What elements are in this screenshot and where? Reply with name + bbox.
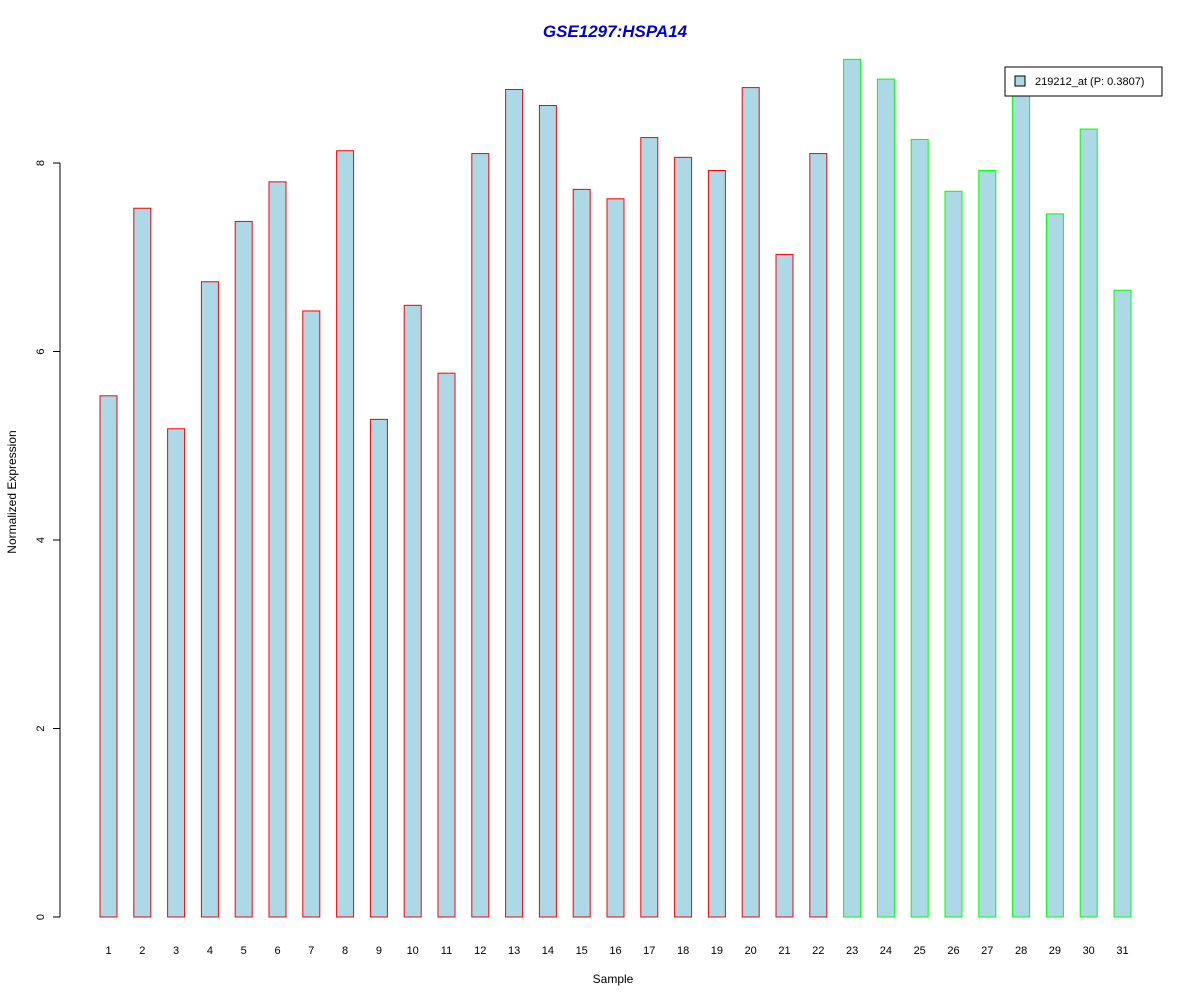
- legend-swatch: [1014, 75, 1026, 87]
- bar-sample-8: [336, 150, 355, 918]
- bar-sample-4: [200, 281, 219, 918]
- x-tick-label: 19: [711, 945, 723, 957]
- chart-title: GSE1297:HSPA14: [543, 22, 688, 41]
- x-tick-label: 24: [880, 945, 892, 957]
- legend: 219212_at (P: 0.3807): [1004, 66, 1163, 97]
- bars: [99, 58, 1132, 918]
- bar-sample-9: [369, 418, 388, 918]
- bar-sample-15: [572, 188, 591, 918]
- x-tick-label: 3: [173, 945, 179, 957]
- x-tick-label: 10: [407, 945, 419, 957]
- bar-sample-20: [741, 87, 760, 918]
- x-tick-label: 21: [778, 945, 790, 957]
- x-tick-label: 15: [576, 945, 588, 957]
- bar-sample-19: [707, 170, 726, 918]
- x-tick-label: 23: [846, 945, 858, 957]
- bar-sample-2: [133, 207, 152, 918]
- x-tick-label: 7: [308, 945, 314, 957]
- bar-sample-28: [1012, 82, 1031, 918]
- x-tick-label: 16: [609, 945, 621, 957]
- bar-sample-12: [471, 153, 490, 918]
- bar-sample-18: [674, 156, 693, 918]
- x-tick-label: 31: [1116, 945, 1128, 957]
- x-tick-label: 29: [1049, 945, 1061, 957]
- x-tick-labels: 1 2 3 4 5 6 7 8 9 10 11 12 13 14 15 16 17 18 19 20 21 22 23 24 2…: [105, 945, 1128, 957]
- x-tick-label: 18: [677, 945, 689, 957]
- bar-sample-14: [538, 105, 557, 918]
- x-tick-label: 14: [542, 945, 554, 957]
- y-tick-label: 4: [35, 537, 47, 543]
- x-tick-label: 4: [207, 945, 213, 957]
- x-tick-label: 5: [241, 945, 247, 957]
- bar-sample-24: [876, 78, 895, 918]
- bar-sample-17: [640, 137, 659, 918]
- x-tick-label: 9: [376, 945, 382, 957]
- bar-sample-6: [268, 181, 287, 918]
- x-tick-label: 25: [914, 945, 926, 957]
- x-tick-label: 27: [981, 945, 993, 957]
- x-tick-label: 8: [342, 945, 348, 957]
- x-tick-label: 22: [812, 945, 824, 957]
- bar-sample-21: [775, 253, 794, 918]
- bar-sample-11: [437, 372, 456, 918]
- x-tick-label: 11: [441, 945, 452, 957]
- bar-sample-1: [99, 395, 118, 918]
- y-axis: 0 2 4 6 8: [35, 160, 61, 920]
- bar-sample-7: [302, 310, 321, 918]
- bar-sample-25: [910, 138, 929, 918]
- bar-sample-30: [1079, 128, 1098, 918]
- bar-sample-16: [606, 198, 625, 918]
- x-tick-label: 20: [745, 945, 757, 957]
- bar-sample-13: [505, 88, 524, 918]
- y-tick-label: 2: [35, 725, 47, 731]
- bar-sample-22: [809, 153, 828, 918]
- bar-sample-5: [234, 220, 253, 918]
- x-tick-label: 28: [1015, 945, 1027, 957]
- bar-sample-10: [403, 304, 422, 918]
- x-tick-label: 13: [508, 945, 520, 957]
- bar-sample-29: [1045, 213, 1064, 918]
- x-axis-label: Sample: [593, 972, 634, 986]
- x-tick-label: 30: [1083, 945, 1095, 957]
- x-tick-label: 17: [643, 945, 655, 957]
- bar-sample-31: [1113, 289, 1132, 918]
- y-tick-label: 8: [35, 160, 47, 166]
- x-tick-label: 2: [139, 945, 145, 957]
- y-tick-label: 0: [35, 914, 47, 920]
- y-tick-label: 6: [35, 348, 47, 354]
- x-tick-label: 1: [105, 945, 111, 957]
- x-tick-label: 12: [474, 945, 486, 957]
- x-tick-label: 26: [947, 945, 959, 957]
- x-tick-label: 6: [274, 945, 280, 957]
- legend-label: 219212_at (P: 0.3807): [1035, 76, 1144, 88]
- bar-sample-23: [843, 58, 862, 918]
- bar-sample-3: [167, 428, 186, 918]
- bar-sample-27: [978, 170, 997, 918]
- y-axis-label: Normalized Expression: [5, 430, 19, 553]
- legend-box: [1004, 66, 1163, 97]
- bar-sample-26: [944, 190, 963, 918]
